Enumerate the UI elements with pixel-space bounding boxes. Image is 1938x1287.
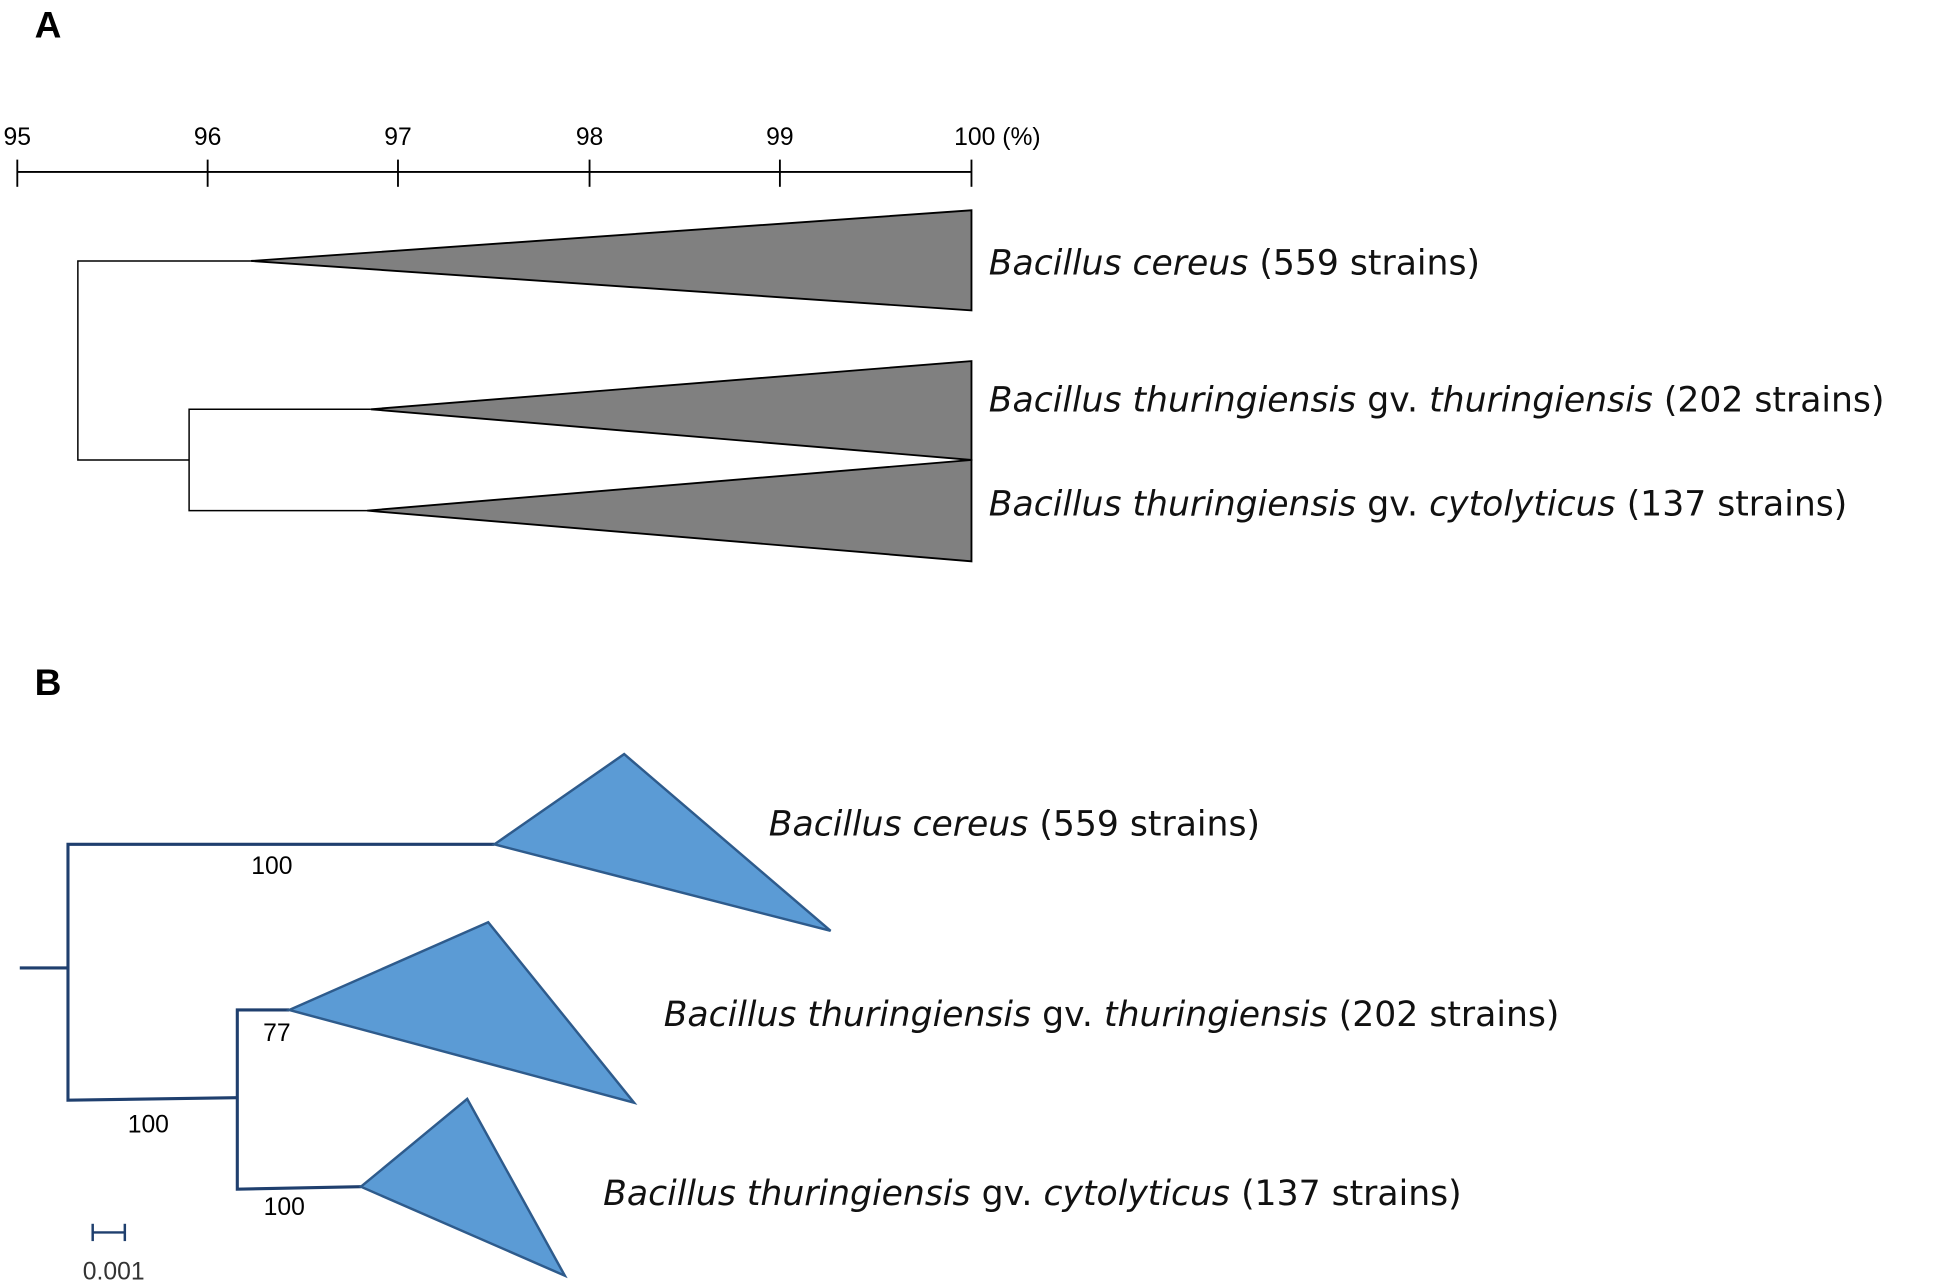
clade-label: Bacillus thuringiensis gv. thuringiensis (2… [989,381,1885,421]
label-segment: (202 strains) [1664,381,1885,421]
label-segment: Bacillus cereus [769,805,1029,845]
label-segment: cytolyticus [1043,1174,1229,1214]
axis-tick-label: 98 [576,124,603,151]
label-segment: cytolyticus [1429,485,1615,525]
label-segment: Bacillus thuringiensis [664,995,1031,1035]
label-segment: thuringiensis [1429,381,1653,421]
dendrogram [77,260,371,512]
bootstrap-value: 100 [264,1194,305,1221]
clade-label: Bacillus cereus (559 strains) [989,244,1480,284]
label-segment: Bacillus thuringiensis [989,381,1356,421]
axis-tick-label: 99 [766,124,793,151]
axis-tick-label: 97 [384,124,411,151]
bootstrap-value: 100 [251,853,292,880]
clade-label: Bacillus cereus (559 strains) [769,805,1260,845]
axis-tick-label: 95 [4,124,31,151]
clade-label: Bacillus thuringiensis gv. cytolyticus (137… [603,1174,1462,1214]
label-segment: gv. [1367,381,1418,421]
axis-tick-label: 100 (%) [954,124,1041,151]
clade-label: Bacillus thuringiensis gv. thuringiensis (2… [664,995,1560,1035]
label-segment: (137 strains) [1241,1174,1462,1214]
label-segment: (137 strains) [1627,485,1848,525]
bootstrap-value: 77 [263,1020,290,1047]
label-segment: Bacillus thuringiensis [603,1174,970,1214]
panel-label: B [35,661,62,703]
label-segment: Bacillus thuringiensis [989,485,1356,525]
scale-bar [91,1223,127,1242]
phylogram [19,842,495,1191]
bootstrap-value: 100 [128,1111,169,1138]
label-segment: (559 strains) [1039,805,1260,845]
similarity-axis [16,159,973,187]
label-segment: Bacillus cereus [989,244,1249,284]
label-segment: (202 strains) [1339,995,1560,1035]
label-segment: gv. [1042,995,1093,1035]
collapsed-clades [285,752,832,1279]
collapsed-clades [250,209,973,563]
scale-bar-label: 0.001 [83,1258,145,1285]
panel-label: A [35,3,62,45]
label-segment: gv. [1367,485,1418,525]
label-segment: gv. [982,1174,1033,1214]
label-segment: (559 strains) [1259,244,1480,284]
label-segment: thuringiensis [1104,995,1328,1035]
clade-label: Bacillus thuringiensis gv. cytolyticus (137… [989,485,1848,525]
axis-tick-label: 96 [194,124,221,151]
